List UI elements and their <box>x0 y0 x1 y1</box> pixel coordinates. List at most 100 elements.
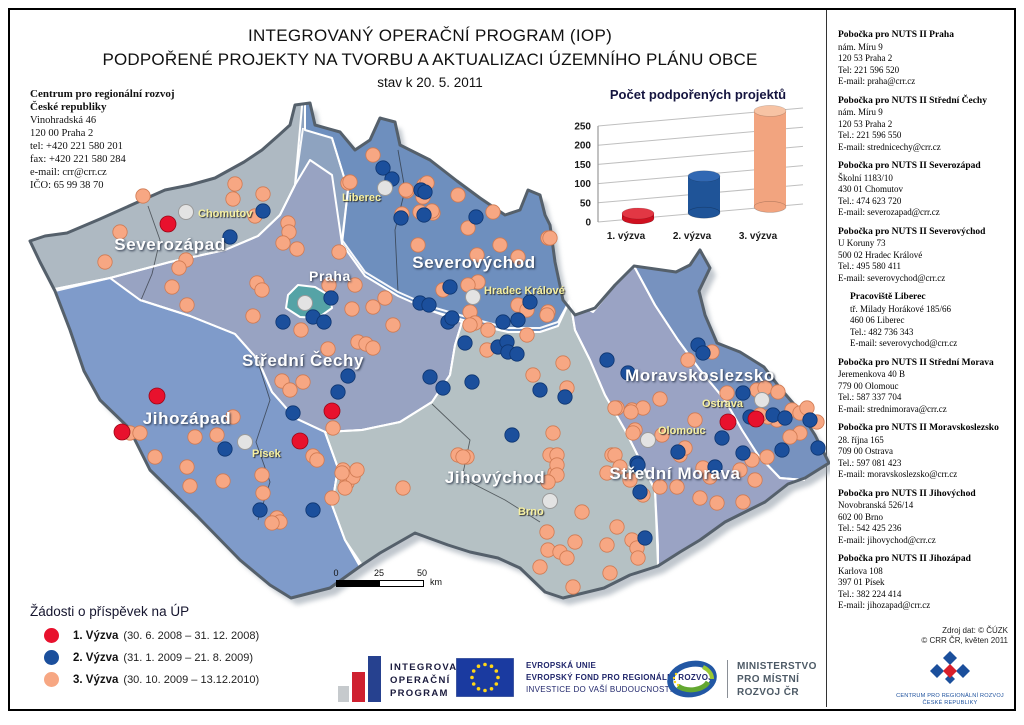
office-line: Tel.: 382 224 414 <box>838 588 902 599</box>
legend-label: 2. Výzva <box>73 651 119 664</box>
eu-logo: EVROPSKÁ UNIE EVROPSKÝ FOND PRO REGIONÁL… <box>456 658 713 697</box>
iop-text-1: INTEGROVANÝ <box>390 662 474 673</box>
office-line: 709 00 Ostrava <box>838 446 893 456</box>
contact-line: 120 00 Praha 2 <box>30 128 94 139</box>
legend-item: 3. Výzva (30. 10. 2009 – 13.12.2010) <box>44 672 340 687</box>
office-line: E-mail: jihozapad@crr.cz <box>838 600 931 610</box>
office-line: E-mail: jihovychod@crr.cz <box>838 534 936 545</box>
office-line: E-mail: severovychod@crr.cz <box>838 272 946 283</box>
legend-title: Žádosti o příspěvek na ÚP <box>30 604 190 619</box>
office-title: Pobočka pro NUTS II Střední Morava <box>838 357 994 368</box>
crr-logo-text: CENTRUM PRO REGIONÁLNÍ ROZVOJ ČESKÉ REPU… <box>884 693 1016 707</box>
office-line: E-mail: praha@crr.cz <box>838 76 916 86</box>
office-contact-block: Pobočka pro NUTS II Moravskoslezsko 28. ř… <box>838 423 1014 481</box>
scale-segment-white <box>380 581 423 586</box>
office-title: Pobočka pro NUTS II Jihozápad <box>838 554 971 564</box>
chart-bar-base <box>687 206 721 219</box>
chart-ytick: 0 <box>585 218 591 229</box>
office-line: E-mail: moravskoslezsko@crr.cz <box>838 469 958 479</box>
office-line: Tel.: 587 337 704 <box>838 392 902 402</box>
office-title: Pobočka pro NUTS II Střední Čechy <box>838 95 987 106</box>
office-line: Karlova 108 <box>838 565 883 576</box>
scale-segment-black <box>337 581 380 586</box>
office-contact-block: Pracoviště Liberec tř. Milady Horákové 18… <box>838 292 1014 350</box>
crr-text-2: ČESKÉ REPUBLIKY <box>922 700 978 706</box>
office-title: Pobočka pro NUTS II Jihovýchod <box>838 488 976 499</box>
chart-bar-top <box>621 207 655 220</box>
office-line: tř. Milady Horákové 185/66 <box>850 303 951 314</box>
office-title: Pracoviště Liberec <box>850 292 926 302</box>
projects-chart: Počet podpořených projektů 0 50 100 150 200 25… <box>546 84 831 256</box>
mmr-logo-text: MINISTERSTVO PRO MÍSTNÍ ROZVOJ ČR <box>737 660 817 699</box>
mmr-logo: MINISTERSTVO PRO MÍSTNÍ ROZVOJ ČR <box>664 658 817 700</box>
office-title: Pobočka pro NUTS II Severozápad <box>838 161 981 171</box>
office-line: E-mail: strednicechy@crr.cz <box>838 141 941 152</box>
legend-label: 1. Výzva <box>73 629 119 642</box>
legend-dot-icon <box>44 650 59 665</box>
data-source-note: Zdroj dat: © ČÚZK © CRR ČR, květen 2011 <box>838 626 1008 646</box>
office-line: 460 06 Liberec <box>850 315 905 325</box>
legend-items: 1. Výzva (30. 6. 2008 – 31. 12. 2008) 2. V… <box>30 628 340 687</box>
office-line: 28. října 165 <box>838 434 884 445</box>
iop-bars-icon <box>338 656 381 702</box>
office-line: 397 01 Písek <box>838 577 885 587</box>
title-line-1: INTEGROVANÝ OPERAČNÍ PROGRAM (IOP) <box>247 26 613 45</box>
contact-name-2: České republiky <box>30 101 107 113</box>
office-title: Pobočka pro NUTS II Praha <box>838 30 954 40</box>
chart-ytick: 250 <box>574 122 591 133</box>
legend-period: (31. 1. 2009 – 21. 8. 2009) <box>123 651 254 664</box>
mmr-text-1: MINISTERSTVO <box>737 660 817 672</box>
contact-line: Vinohradská 46 <box>30 115 97 126</box>
office-line: Tel.: 597 081 423 <box>838 457 902 468</box>
office-line: 779 00 Olomouc <box>838 380 899 391</box>
legend-item: 1. Výzva (30. 6. 2008 – 31. 12. 2008) <box>44 628 340 643</box>
iop-logo: INTEGROVANÝ OPERAČNÍ PROGRAM <box>338 656 473 702</box>
source-note-2: © CRR ČR, květen 2011 <box>921 636 1008 645</box>
eu-flag-icon <box>456 658 514 697</box>
office-line: Novobranská 526/14 <box>838 500 914 510</box>
chart-ytick: 100 <box>574 179 591 190</box>
office-line: 430 01 Chomutov <box>838 184 904 194</box>
office-line: 120 53 Praha 2 <box>838 53 893 63</box>
scale-bar: 0 25 50 km <box>333 568 466 587</box>
office-line: Školní 1183/10 <box>838 172 893 183</box>
chart-bar-base <box>753 201 787 213</box>
scale-unit: km <box>430 577 442 587</box>
legend-dot-icon <box>44 628 59 643</box>
chart-canvas: Počet podpořených projektů 0 50 100 150 200 25… <box>574 87 804 242</box>
office-title: Pobočka pro NUTS II Moravskoslezsko <box>838 423 999 433</box>
office-contact-block: Pobočka pro NUTS II Severovýchod U Koruny… <box>838 227 1014 285</box>
title-line-2: PODPOŘENÉ PROJEKTY NA TVORBU A AKTUALIZA… <box>102 50 758 69</box>
office-contacts-column: Pobočka pro NUTS II Praha nám. Míru 9 120 … <box>838 30 1014 620</box>
office-line: Tel.: 474 623 720 <box>838 195 902 206</box>
crr-text-1: CENTRUM PRO REGIONÁLNÍ ROZVOJ <box>896 693 1004 699</box>
eu-logo-text: EVROPSKÁ UNIE EVROPSKÝ FOND PRO REGIONÁL… <box>526 660 713 696</box>
office-contact-block: Pobočka pro NUTS II Střední Morava Jereme… <box>838 358 1014 416</box>
office-line: Tel.: 542 425 236 <box>838 523 902 533</box>
office-line: U Koruny 73 <box>838 238 886 248</box>
office-line: nám. Míru 9 <box>838 41 883 52</box>
eu-text-1: EVROPSKÁ UNIE <box>526 660 597 670</box>
scale-ticks: 0 25 50 <box>333 568 466 579</box>
legend-item: 2. Výzva (31. 1. 2009 – 21. 8. 2009) <box>44 650 340 665</box>
contact-name-1: Centrum pro regionální rozvoj <box>30 88 175 100</box>
legend-dot-icon <box>44 672 59 687</box>
office-line: E-mail: severovychod@crr.cz <box>850 338 958 348</box>
office-line: E-mail: severozapad@crr.cz <box>838 207 940 217</box>
contact-lines: Vinohradská 46 120 00 Praha 2 tel: +420 22… <box>30 114 240 192</box>
chart-xtick: 3. výzva <box>739 231 778 242</box>
office-line: E-mail: strednimorava@crr.cz <box>838 403 947 414</box>
contact-line: IČO: 65 99 38 70 <box>30 180 104 191</box>
contact-line: tel: +420 221 580 201 <box>30 141 123 152</box>
chart-bar-body <box>688 176 720 213</box>
office-contact-block: Pobočka pro NUTS II Jihozápad Karlova 108… <box>838 554 1014 612</box>
office-contact-block: Pobočka pro NUTS II Severozápad Školní 11… <box>838 161 1014 219</box>
chart-ytick: 200 <box>574 141 591 152</box>
office-title: Pobočka pro NUTS II Severovýchod <box>838 226 986 237</box>
office-contact-block: Pobočka pro NUTS II Praha nám. Míru 9 120 … <box>838 30 1014 88</box>
office-line: nám. Míru 9 <box>838 107 883 117</box>
page-title: INTEGROVANÝ OPERAČNÍ PROGRAM (IOP) PODPO… <box>40 26 820 90</box>
iop-logo-text: INTEGROVANÝ OPERAČNÍ PROGRAM <box>390 661 473 702</box>
source-note-1: Zdroj dat: © ČÚZK <box>942 626 1008 635</box>
